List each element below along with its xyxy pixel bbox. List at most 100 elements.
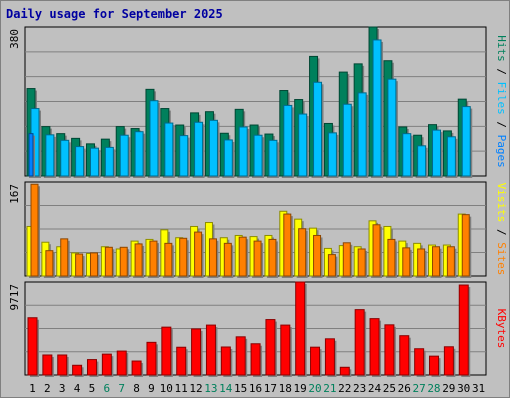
x-tick-label: 14 bbox=[219, 382, 233, 395]
x-tick-label: 25 bbox=[383, 382, 396, 395]
files-bar bbox=[253, 134, 263, 177]
x-tick-label: 26 bbox=[398, 382, 411, 395]
sites-bar bbox=[342, 242, 351, 277]
x-tick-label: 30 bbox=[457, 382, 470, 395]
x-tick-label: 17 bbox=[264, 382, 277, 395]
right-legend: Hits / Files / Pages bbox=[495, 35, 508, 168]
sites-bar bbox=[149, 240, 158, 277]
x-tick-label: 2 bbox=[44, 382, 51, 395]
files-bar bbox=[238, 126, 248, 177]
kbytes-bar bbox=[220, 346, 231, 376]
sites-bar bbox=[164, 242, 173, 277]
files-bar bbox=[208, 119, 218, 177]
files-bar bbox=[327, 132, 337, 177]
sites-bar bbox=[327, 254, 336, 277]
files-bar bbox=[298, 113, 308, 177]
pages-bar bbox=[28, 133, 34, 177]
kbytes-bar bbox=[131, 360, 142, 376]
sites-bar bbox=[60, 238, 69, 277]
sites-bar bbox=[268, 238, 277, 277]
kbytes-bar bbox=[399, 335, 410, 376]
sites-bar bbox=[179, 237, 188, 277]
x-tick-label: 20 bbox=[308, 382, 321, 395]
kbytes-bar bbox=[27, 317, 38, 376]
sites-bar bbox=[417, 248, 426, 277]
files-bar bbox=[387, 78, 397, 177]
files-bar bbox=[134, 131, 144, 177]
sites-bar bbox=[194, 231, 203, 277]
files-bar bbox=[372, 39, 382, 177]
legend-kbytes: KBytes bbox=[495, 309, 508, 349]
x-tick-label: 15 bbox=[234, 382, 247, 395]
files-bar bbox=[89, 147, 99, 177]
x-tick-label: 13 bbox=[204, 382, 217, 395]
x-tick-label: 22 bbox=[338, 382, 351, 395]
x-tick-label: 28 bbox=[427, 382, 440, 395]
x-tick-label: 16 bbox=[249, 382, 262, 395]
x-tick-label: 9 bbox=[148, 382, 155, 395]
kbytes-bar bbox=[72, 364, 83, 376]
x-tick-label: 8 bbox=[133, 382, 140, 395]
kbytes-bar bbox=[443, 346, 454, 376]
x-tick-label: 5 bbox=[89, 382, 96, 395]
files-bar bbox=[446, 136, 456, 177]
files-bar bbox=[417, 145, 427, 177]
files-bar bbox=[179, 135, 189, 177]
kbytes-bar bbox=[369, 318, 380, 376]
files-bar bbox=[223, 139, 233, 177]
kbytes-bar bbox=[414, 348, 425, 376]
files-bar bbox=[313, 81, 323, 177]
x-tick-label: 21 bbox=[323, 382, 336, 395]
kbytes-bar bbox=[191, 328, 202, 376]
kbytes-bar bbox=[429, 355, 440, 376]
sites-bar bbox=[45, 250, 54, 277]
sites-bar bbox=[402, 247, 411, 277]
x-tick-label: 1 bbox=[29, 382, 36, 395]
files-bar bbox=[164, 122, 174, 177]
y-max-label: 167 bbox=[8, 184, 21, 204]
x-tick-label: 11 bbox=[175, 382, 188, 395]
sites-bar bbox=[446, 246, 455, 277]
kbytes-bar bbox=[250, 343, 261, 376]
files-bar bbox=[283, 104, 293, 177]
x-tick-label: 24 bbox=[368, 382, 382, 395]
kbytes-bar bbox=[339, 366, 350, 376]
files-bar bbox=[45, 134, 55, 177]
x-tick-label: 31 bbox=[472, 382, 485, 395]
kbytes-bar bbox=[265, 319, 276, 376]
sites-bar bbox=[89, 252, 98, 277]
right-legend: Visits / Sites bbox=[495, 183, 508, 276]
kbytes-bar bbox=[146, 341, 157, 376]
kbytes-bar bbox=[205, 324, 216, 376]
sites-bar bbox=[313, 234, 322, 277]
sites-bar bbox=[372, 224, 381, 277]
kbytes-bar bbox=[116, 350, 127, 376]
x-tick-label: 10 bbox=[160, 382, 173, 395]
sites-bar bbox=[298, 228, 307, 277]
x-tick-label: 12 bbox=[189, 382, 202, 395]
files-bar bbox=[75, 146, 85, 177]
sites-bar bbox=[357, 248, 366, 277]
sites-bar bbox=[223, 242, 232, 277]
x-tick-label: 18 bbox=[279, 382, 292, 395]
chart-title: Daily usage for September 2025 bbox=[6, 7, 223, 21]
files-bar bbox=[402, 133, 412, 177]
kbytes-bar bbox=[176, 346, 187, 376]
kbytes-bar bbox=[101, 353, 112, 376]
x-tick-label: 3 bbox=[59, 382, 66, 395]
x-tick-label: 19 bbox=[293, 382, 306, 395]
legend-hits: Hits bbox=[495, 35, 508, 62]
y-max-label: 9717 bbox=[8, 284, 21, 311]
kbytes-bar bbox=[57, 354, 68, 376]
x-tick-label: 27 bbox=[412, 382, 425, 395]
files-bar bbox=[194, 121, 204, 177]
legend-visits: Visits bbox=[495, 183, 508, 223]
sites-bar bbox=[461, 214, 470, 277]
legend-sites: Sites bbox=[495, 242, 508, 275]
x-tick-label: 4 bbox=[74, 382, 81, 395]
files-bar bbox=[104, 146, 114, 177]
files-bar bbox=[149, 100, 159, 177]
kbytes-bar bbox=[86, 359, 97, 376]
sites-bar bbox=[75, 253, 84, 277]
